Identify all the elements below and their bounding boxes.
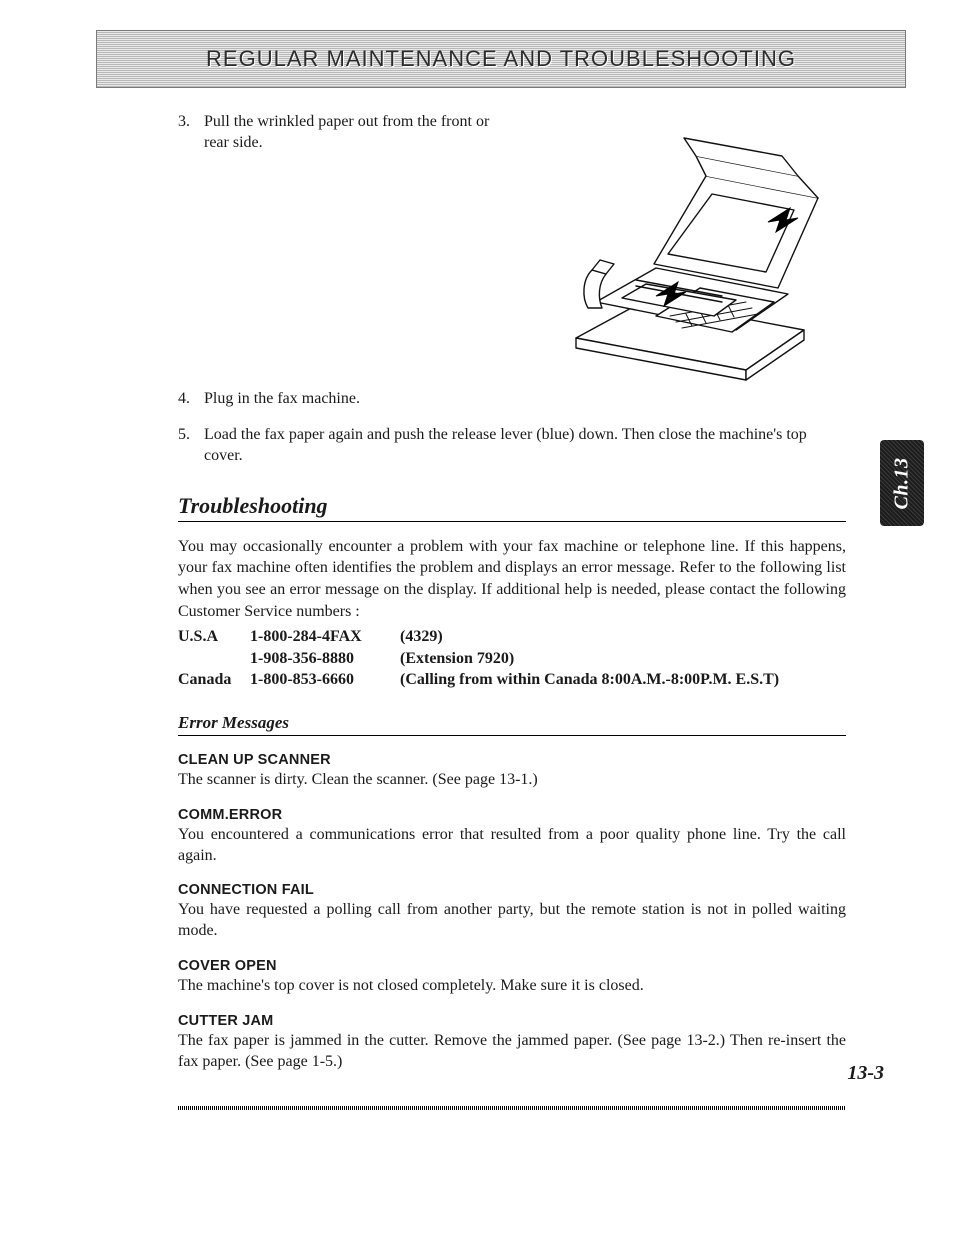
contact-note: (Calling from within Canada 8:00A.M.-8:0… [400, 669, 779, 691]
troubleshooting-heading: Troubleshooting [178, 493, 846, 522]
step-4-body: Plug in the fax machine. [204, 388, 360, 410]
contact-number: 1-800-853-6660 [250, 669, 400, 691]
step-5-number: 5. [178, 424, 196, 467]
error-title: COVER OPEN [178, 958, 846, 974]
step-3: 3. Pull the wrinkled paper out from the … [178, 112, 508, 154]
contact-number: 1-908-356-8880 [250, 648, 400, 670]
error-title: COMM.ERROR [178, 807, 846, 823]
chapter-side-tab: Ch.13 [880, 440, 924, 526]
contact-note: (4329) [400, 626, 443, 648]
step-3-body: Pull the wrinkled paper out from the fro… [204, 112, 508, 154]
step-3-row: 3. Pull the wrinkled paper out from the … [178, 112, 846, 382]
contact-region: U.S.A [178, 626, 250, 648]
chapter-side-tab-label: Ch.13 [891, 457, 914, 509]
step-5-body: Load the fax paper again and push the re… [204, 424, 846, 467]
error-0: CLEAN UP SCANNER The scanner is dirty. C… [178, 752, 846, 791]
contact-row-0: U.S.A 1-800-284-4FAX (4329) [178, 626, 846, 648]
contact-row-1: 1-908-356-8880 (Extension 7920) [178, 648, 846, 670]
error-body: The fax paper is jammed in the cutter. R… [178, 1031, 846, 1073]
header-band: REGULAR MAINTENANCE AND TROUBLESHOOTING [96, 30, 906, 88]
contact-region: Canada [178, 669, 250, 691]
error-body: The scanner is dirty. Clean the scanner.… [178, 770, 846, 791]
step-3-number: 3. [178, 112, 196, 154]
error-body: The machine's top cover is not closed co… [178, 976, 846, 997]
error-messages-heading: Error Messages [178, 713, 846, 736]
contact-row-2: Canada 1-800-853-6660 (Calling from with… [178, 669, 846, 691]
steps-4-5: 4. Plug in the fax machine. 5. Load the … [178, 388, 846, 467]
error-body: You encountered a communications error t… [178, 825, 846, 867]
error-title: CUTTER JAM [178, 1013, 846, 1029]
customer-service-contacts: U.S.A 1-800-284-4FAX (4329) 1-908-356-88… [178, 626, 846, 691]
error-4: CUTTER JAM The fax paper is jammed in th… [178, 1013, 846, 1073]
page-number: 13-3 [847, 1062, 884, 1085]
step-4-number: 4. [178, 388, 196, 410]
fax-machine-svg [536, 102, 836, 382]
footer-rule [178, 1106, 846, 1110]
step-4: 4. Plug in the fax machine. [178, 388, 846, 410]
step-5: 5. Load the fax paper again and push the… [178, 424, 846, 467]
manual-page: REGULAR MAINTENANCE AND TROUBLESHOOTING … [0, 0, 954, 1235]
error-2: CONNECTION FAIL You have requested a pol… [178, 882, 846, 942]
error-title: CONNECTION FAIL [178, 882, 846, 898]
page-content: 3. Pull the wrinkled paper out from the … [178, 112, 846, 1072]
error-title: CLEAN UP SCANNER [178, 752, 846, 768]
contact-region [178, 648, 250, 670]
step-3-text: 3. Pull the wrinkled paper out from the … [178, 112, 508, 382]
contact-number: 1-800-284-4FAX [250, 626, 400, 648]
header-title: REGULAR MAINTENANCE AND TROUBLESHOOTING [206, 46, 796, 72]
fax-machine-figure [526, 102, 846, 382]
error-body: You have requested a polling call from a… [178, 900, 846, 942]
error-3: COVER OPEN The machine's top cover is no… [178, 958, 846, 997]
error-1: COMM.ERROR You encountered a communicati… [178, 807, 846, 867]
troubleshooting-intro: You may occasionally encounter a problem… [178, 536, 846, 622]
contact-note: (Extension 7920) [400, 648, 514, 670]
